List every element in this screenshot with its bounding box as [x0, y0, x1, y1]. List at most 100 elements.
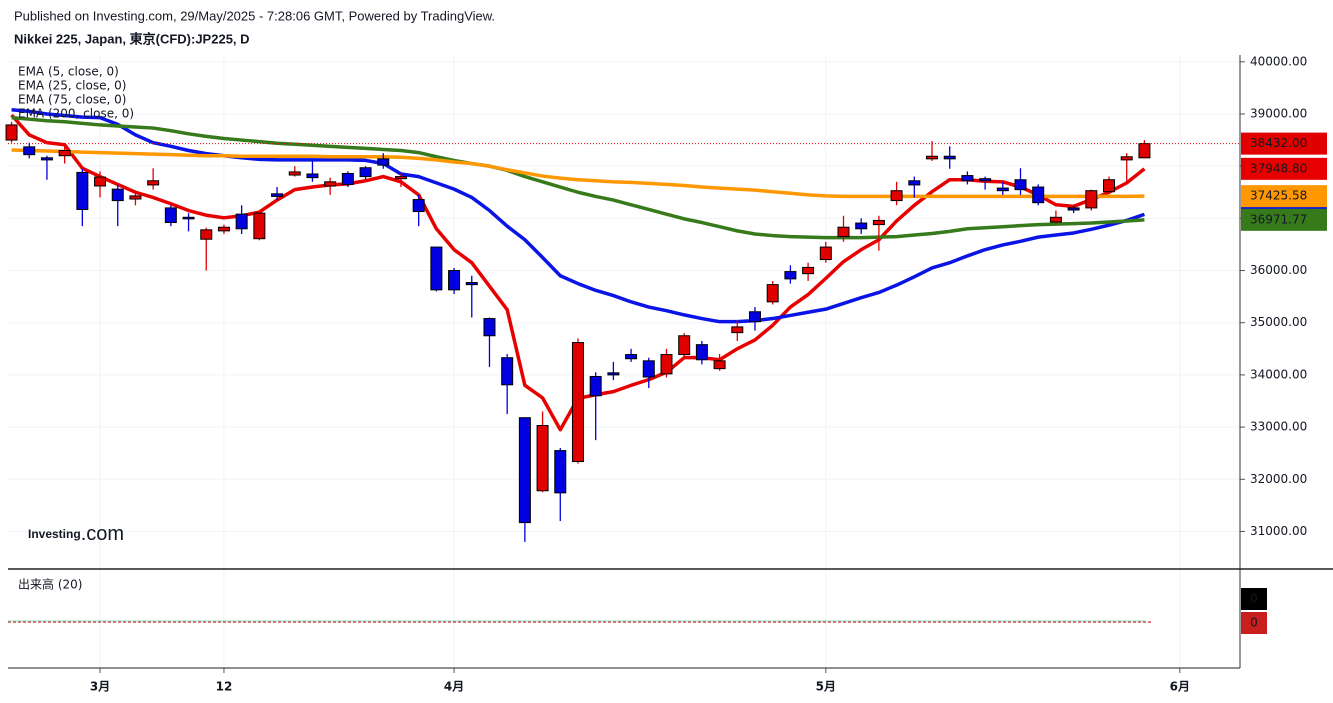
- y-tick-label: 34000.00: [1250, 367, 1307, 381]
- y-tick-label: 36000.00: [1250, 263, 1307, 277]
- candle-body: [996, 187, 1009, 192]
- volume-value-label: 0: [1250, 592, 1258, 606]
- candle-body: [1120, 156, 1133, 161]
- candle-body: [872, 219, 885, 226]
- candle-body: [819, 246, 832, 261]
- volume-value-label: 0: [1250, 616, 1258, 630]
- candle-body: [58, 150, 71, 157]
- candle-body: [76, 171, 89, 210]
- candle-body: [200, 229, 213, 240]
- candle-body: [147, 180, 160, 186]
- candle-body: [412, 199, 425, 213]
- y-tick-label: 33000.00: [1250, 420, 1307, 434]
- candle-body: [660, 354, 673, 375]
- y-tick-label: 32000.00: [1250, 472, 1307, 486]
- last-value-box: [1241, 185, 1327, 208]
- candle-body: [713, 360, 726, 370]
- candle-body: [802, 266, 815, 275]
- last-value-box: [1241, 157, 1327, 180]
- candle-body: [1032, 186, 1045, 204]
- candle-body: [1049, 216, 1062, 223]
- candle-body: [465, 282, 478, 286]
- candle-body: [1103, 179, 1116, 193]
- x-tick-label: 12: [216, 680, 233, 694]
- last-value-label: 37948.80: [1250, 161, 1307, 175]
- candle-body: [324, 181, 337, 187]
- y-tick-label: 39000.00: [1250, 106, 1307, 120]
- candle-body: [589, 375, 602, 397]
- legend-entry: EMA (75, close, 0): [18, 93, 126, 107]
- candle-body: [182, 216, 195, 220]
- candle-body: [554, 450, 567, 494]
- candle-body: [890, 190, 903, 202]
- candle-body: [695, 344, 708, 361]
- candle-body: [784, 271, 797, 280]
- candle-body: [625, 354, 638, 360]
- last-value-label: 38432.00: [1250, 136, 1307, 150]
- last-value-box: [1241, 132, 1327, 155]
- candle-body: [766, 284, 779, 303]
- candle-body: [23, 146, 36, 156]
- candle-body: [1067, 207, 1080, 211]
- candle-body: [1085, 190, 1098, 209]
- candle-body: [377, 158, 390, 166]
- x-tick-label: 5月: [816, 680, 836, 694]
- x-tick-label: 3月: [90, 680, 110, 694]
- last-value-label: 36971.77: [1250, 212, 1307, 226]
- candle-body: [855, 222, 868, 230]
- candle-body: [129, 195, 142, 200]
- candle-body: [908, 180, 921, 186]
- candle-body: [306, 173, 319, 179]
- candle-body: [483, 318, 496, 337]
- candle-body: [571, 342, 584, 463]
- y-tick-label: 35000.00: [1250, 315, 1307, 329]
- legend-entry: EMA (200, close, 0): [18, 107, 134, 121]
- candle-body: [253, 212, 266, 240]
- y-tick-label: 40000.00: [1250, 54, 1307, 68]
- last-value-label: 37425.58: [1250, 189, 1307, 203]
- watermark: Investing.com: [28, 523, 124, 545]
- candle-body: [430, 246, 443, 291]
- candle-body: [448, 270, 461, 291]
- volume-value-box: [1241, 588, 1267, 610]
- candle-body: [518, 417, 531, 524]
- last-value-box: [1241, 208, 1327, 231]
- ema-line: [11, 148, 1145, 199]
- ema-line: [11, 108, 1145, 324]
- candle-body: [501, 357, 514, 386]
- candle-body: [536, 425, 549, 492]
- candle-body: [164, 207, 177, 224]
- volume-value-box: [1241, 612, 1267, 634]
- candle-body: [288, 171, 301, 176]
- candle-body: [341, 172, 354, 185]
- watermark-brand: Investing: [28, 527, 81, 541]
- candle-body: [111, 188, 124, 202]
- candle-body: [926, 155, 938, 160]
- candle-body: [5, 124, 18, 141]
- candle-body: [678, 335, 691, 356]
- candle-body: [359, 167, 372, 178]
- candle-body: [607, 372, 620, 376]
- candle-body: [731, 326, 744, 334]
- y-tick-label: 31000.00: [1250, 524, 1307, 538]
- candle-body: [979, 178, 992, 182]
- symbol-title: Nikkei 225, Japan, 東京(CFD):JP225, D: [14, 31, 250, 46]
- candle-body: [1014, 179, 1027, 191]
- published-note: Published on Investing.com, 29/May/2025 …: [14, 8, 495, 23]
- candle-body: [271, 193, 284, 197]
- candle-body: [1138, 143, 1151, 159]
- candle-body: [217, 226, 230, 232]
- legend-entry: EMA (25, close, 0): [18, 79, 126, 93]
- candle-body: [748, 311, 761, 323]
- candle-body: [943, 155, 956, 160]
- candle-body: [40, 157, 53, 161]
- candle-body: [642, 360, 655, 378]
- watermark-domain: .com: [81, 523, 124, 545]
- candle-body: [837, 226, 850, 238]
- x-tick-label: 6月: [1170, 680, 1190, 694]
- candle-body: [961, 175, 974, 182]
- ema-line: [11, 115, 1145, 240]
- legend-entry: EMA (5, close, 0): [18, 65, 119, 79]
- volume-title: 出来高 (20): [18, 577, 82, 592]
